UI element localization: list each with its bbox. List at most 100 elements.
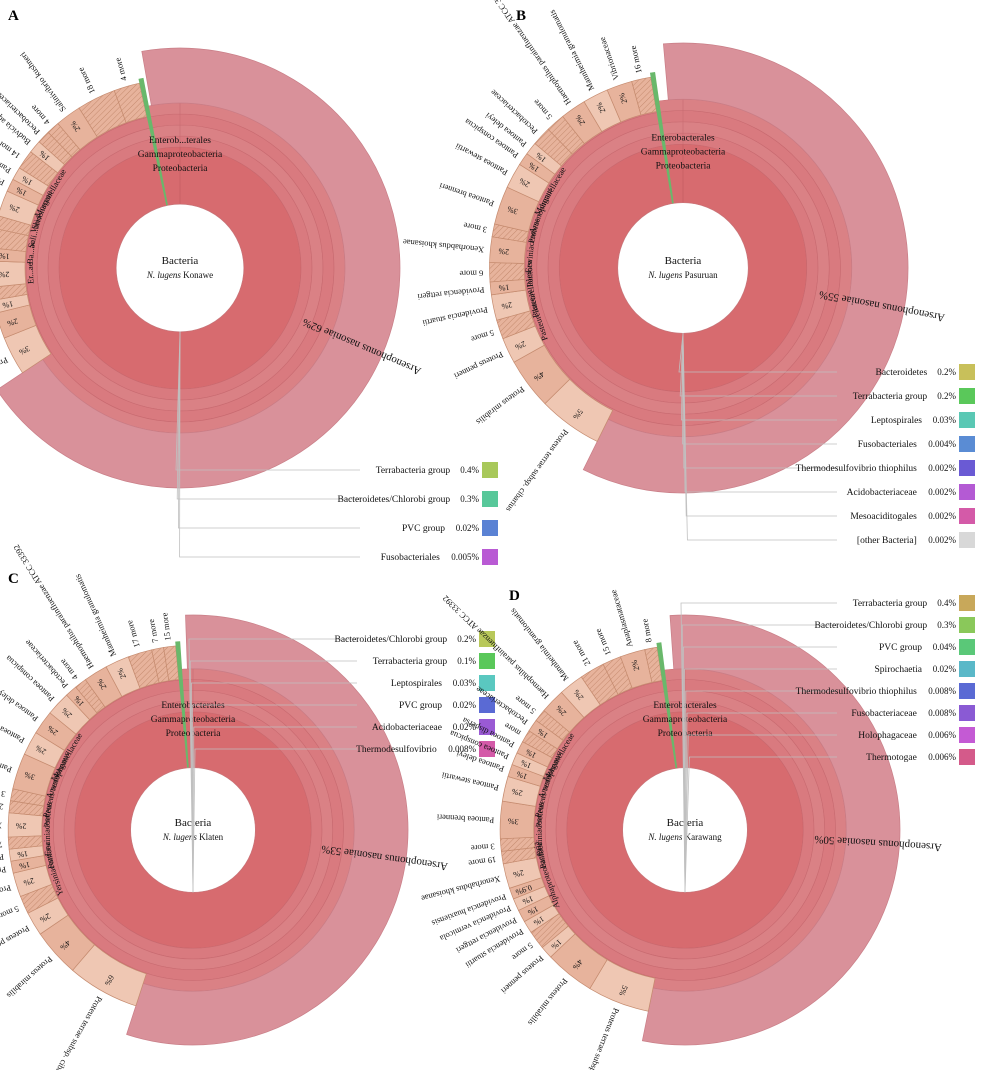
legend-label: Thermotogae (866, 753, 917, 763)
legend-leader-line (679, 333, 837, 397)
legend-percent: 0.03% (453, 678, 477, 688)
wedge-percent: 3% (506, 204, 519, 216)
panel-letter: C (8, 571, 19, 587)
legend-leader-line (684, 734, 837, 893)
wedge-percent: 1% (498, 283, 510, 293)
legend-leader-line (177, 331, 360, 529)
wedge-percent: 2% (15, 821, 26, 830)
wedge-minor-groups (649, 71, 674, 204)
ring-label-proteus: Proteus (41, 802, 54, 828)
legend-swatch (479, 697, 495, 713)
wedge-label: Vibrionaceae (597, 36, 621, 82)
ring-label-enterob-terales: Enterob...terales (149, 136, 211, 146)
legend-swatch (959, 617, 975, 633)
wedge-label: Proteus terrae subsp. cibarius (504, 427, 571, 514)
wedge-label: Pantoea brenneri (0, 747, 13, 775)
wedge-percent: 2% (115, 666, 128, 680)
wedge-percent: 2% (500, 300, 513, 311)
legend-swatch (479, 719, 495, 735)
legend-swatch (479, 741, 495, 757)
legend-label: Spirochaetia (875, 665, 923, 675)
legend-percent: 0.006% (928, 730, 956, 740)
wedge-percent: 1% (16, 849, 28, 859)
legend-swatch (479, 653, 495, 669)
legend-label: Thermodesulfovibrio thiophilus (796, 463, 917, 474)
wedge-label: Pantoea stewartii (440, 770, 500, 793)
legend-swatch (479, 675, 495, 691)
legend-label: Thermodesulfovibrio thiophilus (796, 686, 917, 697)
wedge-percent: 1% (521, 894, 535, 907)
legend-percent: 0.008% (448, 744, 476, 754)
legend-label: Bacteroidetes/Chlorobi group (338, 495, 451, 505)
legend-leader-line (192, 726, 357, 893)
wedge-arsenophonus-nasoniae (0, 47, 401, 489)
wedge-percent: 2% (511, 787, 524, 798)
wedge-label: Pantoea brenneri (437, 181, 495, 209)
ring-label-proteobacteria: Proteobacteria (153, 164, 209, 174)
legend-label: Terrabacteria group (376, 466, 451, 476)
wedge-label: 3 more (0, 785, 6, 799)
legend-leader-line (192, 704, 357, 893)
wedge-label: 5 more (531, 97, 554, 122)
legend-percent: 0.002% (928, 535, 956, 545)
panel-letter: D (509, 588, 520, 604)
legend-leader-line (678, 333, 837, 373)
wedge-percent: 5% (617, 984, 629, 998)
legend-label: Bacteroidetes/Chlorobi group (335, 635, 448, 645)
ring-label-enterobacterales: Enterobacterales (653, 701, 717, 711)
wedge-label: 17 more (124, 619, 142, 649)
wedge-percent: 2% (498, 246, 510, 256)
wedge-label: Pantoea brenneri (436, 812, 494, 825)
wedge-label: 5 more (0, 904, 21, 923)
wedge-label: 18 more (75, 66, 97, 96)
ring-label-ba-ac: Ba...ac (25, 240, 37, 265)
wedge-label: 4 more (112, 56, 128, 82)
wedge-minor-groups (656, 642, 678, 769)
legend-leader-line (682, 333, 837, 541)
wedge-label: 15 more (159, 612, 173, 641)
legend-leader-line (680, 333, 837, 421)
legend-leader-line (684, 690, 837, 893)
ring-label-gammaproteobacteria: Gammaproteobacteria (138, 150, 223, 160)
legend-percent: 0.4% (460, 465, 479, 475)
wedge-label: 5 more (470, 328, 496, 345)
legend-percent: 0.2% (457, 634, 476, 644)
legend-swatch (482, 549, 498, 565)
wedge-label: Providencia rettgeri (416, 285, 485, 302)
legend-swatch (482, 491, 498, 507)
ring-label-pantoea: Pantoea (524, 260, 535, 287)
wedge-percent: 1% (0, 251, 10, 261)
wedge-label: 8 more (639, 618, 653, 644)
legend-swatch (959, 639, 975, 655)
wedge-percent: 2% (22, 876, 35, 888)
legend-label: Terrabacteria group (853, 599, 928, 609)
wedge-label: Proteus terrae subsp. cibarius (576, 1007, 621, 1070)
legend-percent: 0.002% (928, 463, 956, 473)
legend-label: Bacteroidetes/Chlorobi group (815, 621, 928, 631)
legend-leader-line (176, 331, 360, 500)
wedge-label: Providencia stuartii (421, 305, 489, 329)
legend-percent: 0.002% (928, 487, 956, 497)
legend-leader-line (175, 331, 360, 471)
legend-percent: 0.3% (460, 494, 479, 504)
center-hole (617, 202, 749, 334)
ring-label-gammaproteobacteria: Gammaproteobacteria (641, 147, 726, 157)
legend-percent: 0.008% (928, 686, 956, 696)
center-subtitle: N. lugens Konawe (146, 270, 213, 280)
legend-label: Terrabacteria group (373, 657, 448, 667)
ring-label-proteobacteria: Proteobacteria (656, 161, 712, 171)
ring-label-enterobacterales: Enterobacterales (161, 701, 225, 711)
wedge-6-more (489, 262, 526, 283)
legend-label: PVC group (402, 524, 445, 534)
legend-leader-line (192, 748, 357, 893)
legend-percent: 0.2% (937, 391, 956, 401)
legend-percent: 0.03% (933, 415, 957, 425)
wedge-arsenophonus-nasoniae (582, 42, 909, 494)
legend-percent: 0.02% (933, 664, 957, 674)
wedge-label: Proteus terrae subsp. cibarius (47, 995, 105, 1070)
legend-percent: 0.004% (928, 439, 956, 449)
wedge-percent: 3% (507, 816, 518, 826)
wedge-percent: 1% (524, 747, 538, 760)
wedge-label: 15 more (593, 627, 613, 657)
